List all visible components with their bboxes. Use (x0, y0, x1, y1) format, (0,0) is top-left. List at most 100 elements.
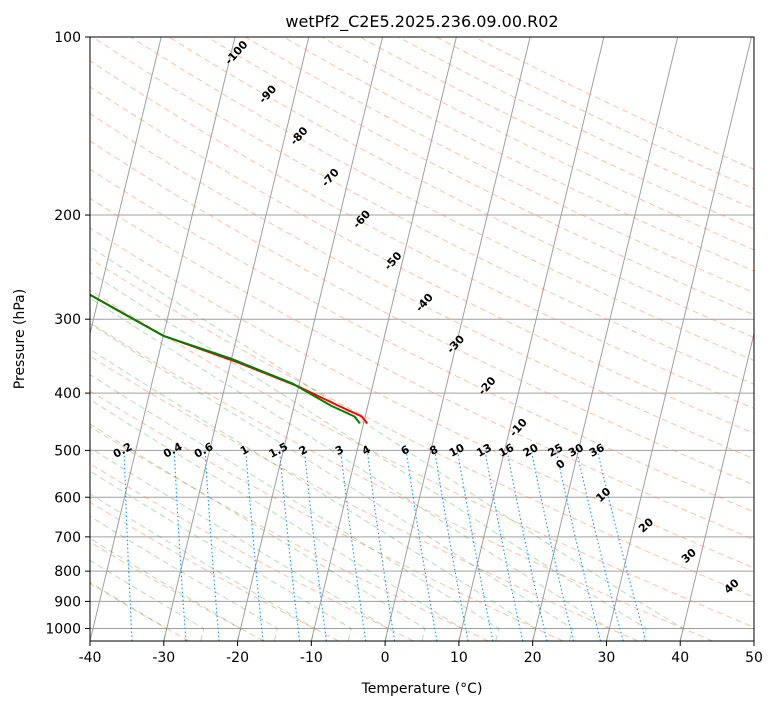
y-tick-label: 500 (54, 443, 81, 459)
line-labels: 0.1 0.2 0.4 0.6 1 1.5 2 3 4 6 8 10 13 16 20 25 30 36-100-… (111, 38, 742, 597)
mixing-ratio-line (576, 450, 624, 641)
dry-adiabat-line (90, 463, 414, 641)
moist-adiabat-line (90, 515, 279, 641)
dry-adiabat-line (90, 289, 754, 628)
isotherm-line (237, 37, 384, 641)
dry-adiabat-label: -20 (476, 374, 499, 398)
dry-adiabat-label: -80 (288, 124, 311, 148)
x-tick-label: 40 (671, 650, 689, 666)
moist-adiabat-line (90, 374, 500, 641)
isotherm-line (384, 37, 531, 641)
axis-ticks: -40 -30 -20 -10 0 10 20 30 40 5010020030040050060… (45, 30, 763, 666)
dry-adiabat-line (90, 582, 190, 641)
moist-adiabat-line (90, 559, 205, 641)
mixing-ratio-label: 20 (521, 441, 541, 460)
mixing-ratio-label: 36 (587, 441, 607, 460)
mixing-ratio-label: 0.2 (111, 440, 134, 461)
x-tick-label: 30 (598, 650, 616, 666)
y-tick-label: 800 (54, 564, 81, 580)
mixing-ratio-label: 1.5 (267, 440, 290, 461)
mixing-ratio-line (555, 450, 602, 641)
moist-adiabat-line (90, 297, 611, 641)
x-tick-label: 20 (524, 650, 542, 666)
profiles (90, 293, 369, 425)
y-tick-label: 700 (54, 530, 81, 546)
mixing-ratio-line (596, 450, 647, 641)
chart-title: wetPf2_C2E5.2025.236.09.00.R02 (285, 12, 558, 32)
background-lines (90, 37, 754, 641)
mixing-ratio-line (434, 450, 469, 641)
dry-adiabat-line (90, 227, 754, 569)
dry-adiabat-line (90, 541, 265, 641)
mixing-ratio-label: 0.6 (192, 440, 216, 461)
moist-adiabat-line (90, 246, 684, 641)
isotherm-line (532, 37, 679, 641)
dry-adiabat-line (90, 86, 754, 434)
dry-adiabat-label: -60 (350, 207, 373, 231)
x-tick-label: 10 (450, 650, 468, 666)
mixing-ratio-line (340, 450, 367, 641)
x-tick-label: -30 (152, 650, 175, 666)
moist-adiabat-line (90, 271, 647, 641)
dry-adiabat-line (92, 37, 754, 385)
moist-adiabat-label: 10 (593, 485, 613, 505)
dry-adiabat-line (90, 197, 754, 541)
moist-adiabat-line (90, 447, 389, 641)
y-tick-label: 400 (54, 386, 81, 402)
isotherm-line (679, 331, 754, 641)
dry-adiabat-label: -50 (382, 249, 405, 273)
dry-adiabat-label: -100 (222, 38, 250, 67)
isotherm-line (605, 37, 752, 641)
moist-adiabat-line (90, 470, 352, 641)
dry-adiabat-line (90, 501, 339, 641)
isotherm-line (458, 37, 605, 641)
moist-adiabat-line (90, 537, 242, 641)
dry-adiabat-label: -40 (413, 291, 436, 315)
moist-adiabat-label: 40 (722, 576, 742, 596)
dry-adiabat-line (90, 113, 754, 460)
mixing-ratio-line (405, 450, 438, 641)
dry-adiabat-line (90, 60, 754, 410)
x-axis-label: Temperature (°C) (361, 681, 483, 697)
mixing-ratio-line (530, 450, 575, 641)
mixing-ratio-line (366, 450, 396, 641)
dry-adiabat-line (90, 322, 713, 641)
temperature-profile-line (90, 293, 369, 425)
dry-adiabat-label: -90 (256, 82, 279, 106)
dry-adiabat-line (90, 168, 754, 513)
mixing-ratio-label: 16 (497, 441, 517, 460)
moist-adiabat-line (90, 581, 168, 641)
y-tick-label: 600 (54, 490, 81, 506)
dewpoint-profile-line (90, 293, 361, 425)
moist-adiabat-label: 0 (553, 457, 568, 472)
y-tick-label: 300 (54, 312, 81, 328)
y-tick-label: 900 (54, 594, 81, 610)
y-axis-label: Pressure (hPa) (12, 289, 28, 389)
isotherm-line (753, 638, 754, 641)
dry-adiabat-line (321, 37, 754, 251)
mixing-ratio-line (484, 450, 524, 641)
dry-adiabat-line (90, 355, 639, 641)
isotherm-line (90, 37, 236, 641)
plot-frame (89, 36, 755, 642)
mixing-ratio-line (303, 450, 327, 641)
mixing-ratio-label: 10 (447, 441, 467, 460)
dry-adiabat-line (90, 140, 754, 486)
moist-adiabat-line (90, 493, 315, 641)
dry-adiabat-line (90, 426, 489, 641)
mixing-ratio-line (278, 450, 301, 641)
x-tick-label: -10 (300, 650, 323, 666)
mixing-ratio-label: 25 (546, 441, 566, 460)
moist-adiabat-line (90, 323, 574, 641)
x-tick-label: -40 (79, 650, 102, 666)
mixing-ratio-line (245, 450, 264, 641)
isotherm-line (90, 37, 162, 336)
mixing-ratio-line (506, 450, 548, 641)
dry-adiabat-label: -10 (507, 416, 530, 440)
mixing-ratio-label: 30 (566, 441, 586, 460)
moist-adiabat-label: 30 (679, 546, 699, 566)
dry-adiabat-line (90, 258, 754, 598)
y-tick-label: 200 (54, 208, 81, 224)
mixing-ratio-line (123, 450, 133, 641)
